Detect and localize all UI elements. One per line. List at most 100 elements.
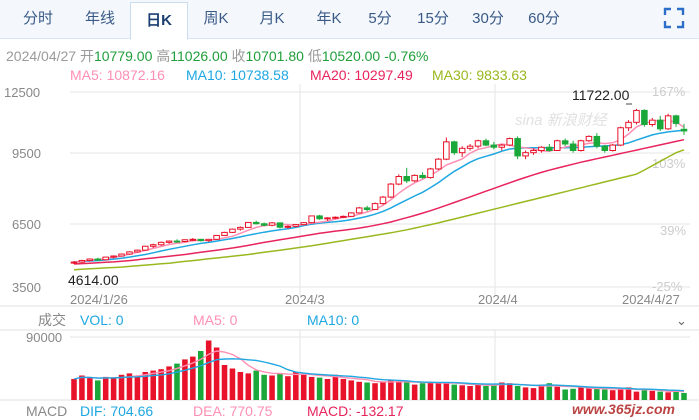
candle: [189, 238, 197, 242]
volume-bar: [308, 376, 315, 400]
candle: [149, 243, 157, 248]
volume-bar: [300, 374, 307, 400]
candle: [173, 239, 181, 243]
sina-watermark: sina 新浪财经: [515, 112, 609, 129]
candle: [617, 126, 624, 147]
tab-daily-k[interactable]: 日K: [130, 2, 188, 40]
collapse-icon[interactable]: ⌄: [676, 313, 687, 328]
volume-bar: [356, 381, 362, 400]
volume-bar: [79, 375, 85, 400]
tab-15min[interactable]: 15分: [417, 10, 449, 27]
volume-bar: [102, 376, 109, 400]
pct-tick-label: -25%: [652, 279, 683, 294]
volume-bar: [586, 388, 592, 400]
candle: [284, 225, 292, 229]
period-tab-bar: 分时 年线 日K 周K 月K 年K 5分 15分 30分 60分: [0, 0, 699, 40]
ma30-line: [73, 149, 685, 271]
candle: [245, 221, 252, 228]
volume-bar: [221, 365, 228, 400]
volume-bar: [602, 389, 608, 400]
volume-bar: [205, 340, 212, 400]
volume-bar: [657, 391, 664, 400]
pct-tick-label: 167%: [652, 84, 686, 99]
pct-tick-label: 39%: [660, 223, 686, 238]
tab-5min[interactable]: 5分: [368, 10, 392, 27]
date-tick-label: 2024/4/27: [622, 292, 680, 307]
volume-bar: [293, 372, 299, 400]
candle: [458, 146, 466, 157]
volume-bars: [71, 340, 687, 400]
high-label: 高: [156, 48, 171, 64]
candle: [395, 174, 403, 186]
ma10-legend: MA10: 10738.58: [186, 67, 289, 83]
open-value: 10779.00: [93, 48, 153, 64]
volume-bar: [364, 382, 370, 400]
candle: [585, 135, 593, 142]
candle: [86, 258, 94, 262]
candle: [530, 148, 537, 155]
ma10-line: [73, 129, 685, 263]
candle: [300, 222, 308, 226]
candle: [102, 256, 109, 261]
candle: [221, 231, 228, 237]
volume-ma10-line: [73, 358, 685, 392]
tab-60min[interactable]: 60分: [528, 10, 560, 27]
candle: [324, 217, 331, 221]
tab-weekly-k[interactable]: 周K: [203, 10, 229, 27]
date-tick-label: 2024/3: [285, 292, 325, 307]
candle: [213, 234, 220, 240]
volume-bar: [87, 377, 93, 400]
tab-intraday[interactable]: 分时: [22, 10, 53, 27]
candle: [197, 238, 205, 242]
candle: [165, 240, 173, 244]
candle: [268, 222, 276, 227]
candle: [625, 120, 632, 131]
candle: [641, 109, 648, 127]
tab-year-line[interactable]: 年线: [84, 10, 115, 27]
volume-bar: [166, 366, 172, 400]
volume-bar: [380, 381, 386, 400]
candle: [348, 212, 355, 217]
candle: [308, 215, 315, 224]
ma30-legend: MA30: 9833.63: [432, 67, 527, 83]
candle: [94, 257, 102, 261]
candle: [672, 114, 680, 127]
candle: [656, 115, 664, 131]
price-tick-label: 12500: [4, 85, 40, 100]
expand-icon[interactable]: [663, 7, 685, 29]
vol-ma5-legend: MA5: 0: [193, 312, 238, 328]
macd-value: MACD: -132.17: [307, 403, 404, 419]
candle: [371, 202, 379, 211]
volume-bar: [578, 387, 584, 400]
volume-bar: [190, 356, 196, 400]
volume-bar: [340, 379, 347, 400]
volume-bar: [625, 387, 632, 400]
date-tick-label: 2024/4: [478, 292, 518, 307]
candle: [355, 206, 363, 214]
tab-yearly-k[interactable]: 年K: [316, 10, 342, 27]
volume-bar: [609, 390, 616, 400]
candle: [538, 146, 545, 153]
volume-bar: [451, 384, 458, 400]
volume-bar: [411, 384, 418, 400]
tab-30min[interactable]: 30分: [472, 10, 504, 27]
volume-bar: [261, 374, 267, 400]
volume-bar: [681, 393, 687, 400]
low-value: 10520.00: [321, 48, 381, 64]
candle: [157, 241, 165, 246]
quote-date: 2024/04/27: [6, 48, 77, 64]
candle: [569, 140, 577, 153]
volume-bar: [348, 380, 355, 400]
candle: [601, 145, 609, 153]
volume-bar: [491, 384, 497, 400]
candle: [237, 226, 244, 231]
price-tick-label: 3500: [12, 280, 41, 295]
ma20-line: [73, 138, 685, 265]
volume-bar: [316, 377, 323, 400]
candles: [70, 108, 688, 265]
tab-monthly-k[interactable]: 月K: [259, 10, 285, 27]
volume-bar: [174, 363, 180, 400]
candle: [450, 140, 458, 155]
quote-line: 2024/04/27 开10779.00 高11026.00 收10701.80…: [6, 46, 428, 66]
